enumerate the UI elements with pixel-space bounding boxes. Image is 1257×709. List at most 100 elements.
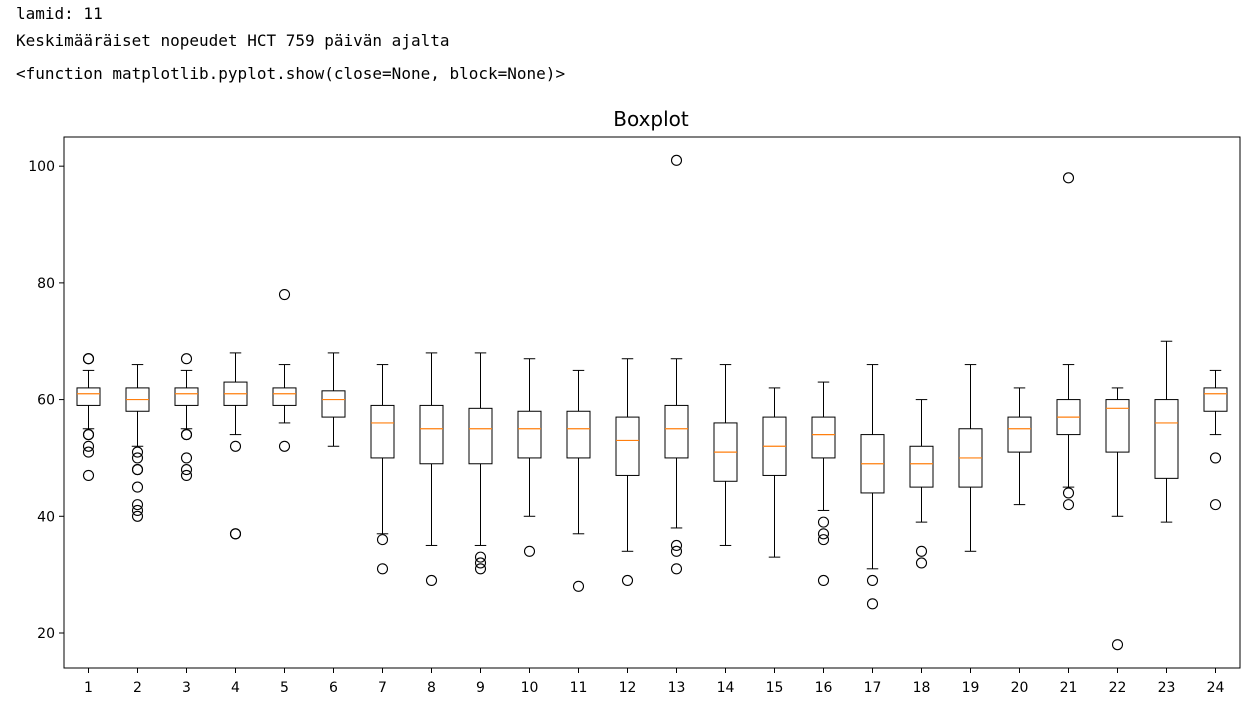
outlier-point — [131, 452, 144, 464]
output-line-description: Keskimääräiset nopeudet HCT 759 päivän a… — [16, 31, 450, 50]
box — [1154, 399, 1179, 479]
outlier-point — [82, 446, 95, 458]
x-tick-label: 6 — [329, 680, 338, 696]
outlier-point — [474, 551, 487, 563]
outlier-point — [82, 353, 95, 365]
outlier-point — [131, 499, 144, 511]
outlier-point — [131, 446, 144, 458]
outlier-point — [670, 563, 683, 575]
x-tick-label: 2 — [133, 680, 142, 696]
axes-frame — [63, 136, 1241, 669]
outlier-point — [817, 528, 830, 540]
x-tick-label: 23 — [1158, 680, 1176, 696]
box — [1105, 399, 1130, 453]
box — [1007, 416, 1032, 453]
x-tick-label: 15 — [766, 680, 784, 696]
box — [370, 404, 395, 459]
y-tick-label: 40 — [37, 509, 55, 525]
outlier-point — [131, 481, 144, 493]
outlier-point — [278, 440, 291, 452]
outlier-point — [229, 440, 242, 452]
outlier-point — [82, 440, 95, 452]
outlier-point — [866, 598, 879, 610]
outlier-point — [1209, 499, 1222, 511]
outlier-point — [278, 288, 291, 301]
box — [174, 387, 199, 406]
outlier-point — [376, 563, 389, 575]
outlier-point — [131, 510, 144, 522]
outlier-point — [670, 545, 683, 557]
y-tick-label: 60 — [37, 393, 55, 409]
box — [909, 445, 934, 488]
y-tick-label: 80 — [37, 276, 55, 292]
x-tick-label: 12 — [619, 680, 637, 696]
outlier-point — [817, 574, 830, 587]
box — [76, 387, 101, 406]
x-tick-label: 21 — [1060, 680, 1078, 696]
box — [272, 387, 297, 406]
outlier-point — [1062, 487, 1075, 499]
x-tick-label: 20 — [1011, 680, 1029, 696]
box — [811, 416, 836, 459]
outlier-point — [670, 154, 683, 166]
outlier-point — [866, 574, 879, 587]
output-line-function-repr: <function matplotlib.pyplot.show(close=N… — [16, 64, 566, 83]
outlier-point — [1209, 452, 1222, 464]
outlier-point — [621, 574, 634, 587]
box — [419, 404, 444, 465]
outlier-point — [817, 516, 830, 528]
box — [1203, 387, 1228, 412]
x-tick-label: 4 — [231, 680, 240, 696]
outlier-point — [180, 464, 193, 476]
box — [566, 410, 591, 459]
outlier-point — [817, 534, 830, 546]
chart-title: Boxplot — [613, 107, 689, 131]
x-tick-label: 24 — [1207, 680, 1225, 696]
outlier-point — [474, 557, 487, 569]
x-tick-label: 19 — [962, 680, 980, 696]
x-tick-label: 18 — [913, 680, 931, 696]
output-line-lamid: lamid: 11 — [16, 4, 103, 23]
outlier-point — [82, 469, 95, 481]
outlier-point — [474, 563, 487, 575]
x-tick-label: 13 — [668, 680, 686, 696]
outlier-point — [376, 534, 389, 546]
outlier-point — [180, 469, 193, 481]
outlier-point — [131, 504, 144, 517]
box — [468, 407, 493, 465]
x-tick-label: 8 — [427, 680, 436, 696]
box — [517, 410, 542, 459]
y-tick-label: 100 — [28, 159, 55, 175]
box — [615, 416, 640, 476]
x-tick-label: 17 — [864, 680, 882, 696]
outlier-point — [180, 452, 193, 464]
outlier-point — [131, 464, 144, 476]
x-tick-label: 1 — [84, 680, 93, 696]
x-tick-label: 10 — [521, 680, 539, 696]
x-tick-label: 22 — [1109, 680, 1127, 696]
outlier-point — [1111, 639, 1124, 651]
x-tick-label: 9 — [476, 680, 485, 696]
outlier-point — [1062, 172, 1075, 184]
outlier-point — [915, 557, 928, 569]
box — [321, 390, 346, 418]
y-tick-label: 20 — [37, 626, 55, 642]
outlier-point — [670, 539, 683, 552]
outlier-point — [180, 353, 193, 365]
box — [664, 404, 689, 459]
x-tick-label: 11 — [570, 680, 588, 696]
outlier-point — [425, 574, 438, 587]
outlier-point — [1062, 499, 1075, 511]
outlier-point — [915, 545, 928, 557]
x-tick-label: 7 — [378, 680, 387, 696]
outlier-point — [229, 528, 242, 540]
x-tick-label: 16 — [815, 680, 833, 696]
x-tick-label: 3 — [182, 680, 191, 696]
outlier-point — [82, 429, 95, 441]
outlier-point — [523, 545, 536, 557]
outlier-point — [572, 580, 585, 592]
x-tick-label: 5 — [280, 680, 289, 696]
x-tick-label: 14 — [717, 680, 735, 696]
